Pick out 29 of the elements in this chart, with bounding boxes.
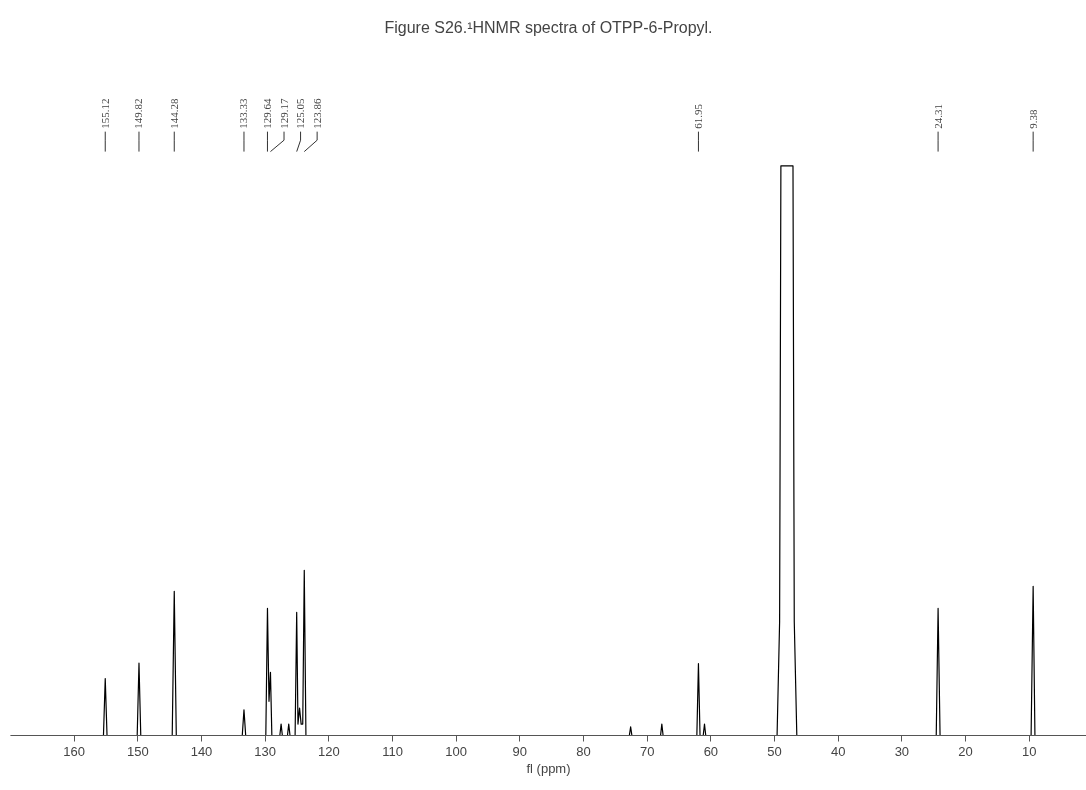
annotation: 133.33 bbox=[237, 98, 250, 129]
x-axis-title: fl (ppm) bbox=[526, 760, 571, 776]
x-tick-label: 80 bbox=[576, 743, 591, 759]
annotation: 24.31 bbox=[931, 104, 944, 129]
x-tick-label: 150 bbox=[126, 743, 149, 759]
x-tick-label: 130 bbox=[254, 743, 277, 759]
x-tick-label: 100 bbox=[445, 743, 468, 759]
x-tick-label: 70 bbox=[639, 743, 655, 759]
x-tick-label: 90 bbox=[512, 743, 528, 759]
annotation: 155.12 bbox=[98, 98, 111, 129]
x-tick-label: 160 bbox=[63, 743, 86, 759]
annotation: 123.86 bbox=[310, 98, 323, 129]
x-tick-label: 40 bbox=[830, 743, 846, 759]
x-tick-label: 20 bbox=[958, 743, 973, 759]
x-tick-label: 50 bbox=[767, 743, 782, 759]
x-tick-label: 30 bbox=[894, 743, 910, 759]
annotation: 149.82 bbox=[132, 98, 145, 129]
annotation: 129.17 bbox=[277, 98, 290, 129]
x-tick-label: 60 bbox=[703, 743, 719, 759]
annotation: 144.28 bbox=[167, 98, 180, 129]
annotation: 129.64 bbox=[260, 98, 273, 129]
chart-title: Figure S26.¹HNMR spectra of OTPP-6-Propyl. bbox=[384, 18, 713, 36]
x-tick-label: 140 bbox=[190, 743, 213, 759]
x-tick-label: 110 bbox=[382, 743, 403, 759]
annotation: 9.38 bbox=[1026, 109, 1039, 129]
x-tick-label: 10 bbox=[1021, 743, 1037, 759]
annotation: 125.05 bbox=[294, 98, 307, 129]
x-tick-label: 120 bbox=[318, 743, 340, 759]
annotation: 61.95 bbox=[691, 103, 704, 129]
